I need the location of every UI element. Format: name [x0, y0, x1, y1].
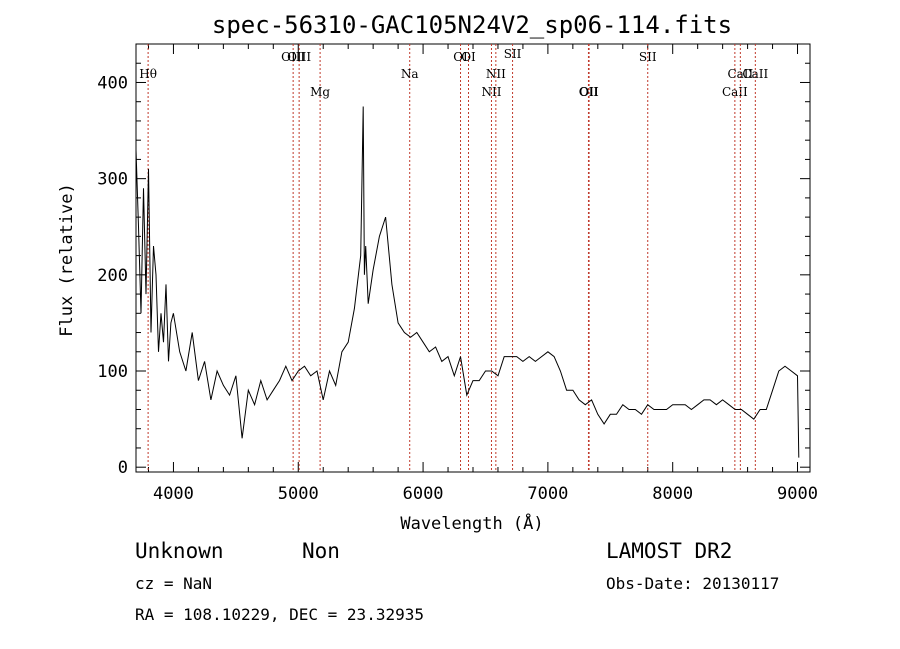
y-tick-label: 300 [97, 170, 128, 190]
x-tick-label: 8000 [652, 484, 693, 504]
emission-line-label: Na [401, 67, 419, 81]
coordinates: RA = 108.10229, DEC = 23.32935 [135, 605, 424, 624]
spectrum-line [135, 106, 800, 458]
emission-line-label: OI [453, 50, 468, 64]
survey-name: LAMOST DR2 [606, 539, 732, 563]
x-axis: 4000 5000 6000 7000 8000 9000 [147, 44, 818, 504]
emission-line-label: Mg [310, 85, 330, 99]
x-axis-label: Wavelength (Å) [400, 512, 543, 534]
y-axis-label: Flux (relative) [57, 183, 77, 337]
emission-line-label: Hθ [139, 67, 157, 81]
emission-line-label: CaII [742, 67, 768, 81]
emission-line-label: OII [579, 85, 599, 99]
x-tick-label: 5000 [278, 484, 319, 504]
redshift-cz: cz = NaN [135, 574, 212, 593]
emission-line-label: SII [639, 50, 657, 64]
y-tick-label: 400 [97, 73, 128, 93]
x-tick-label: 6000 [403, 484, 444, 504]
object-class: Unknown [135, 539, 224, 563]
x-tick-label: 4000 [153, 484, 194, 504]
y-axis: 0 100 200 300 400 [97, 62, 810, 478]
emission-line-label: NII [486, 67, 506, 81]
object-subclass: Non [302, 539, 340, 563]
observation-date: Obs-Date: 20130117 [606, 574, 779, 593]
y-tick-label: 0 [118, 458, 128, 478]
x-tick-label: 9000 [777, 484, 818, 504]
emission-line-label: CaII [722, 85, 748, 99]
chart-title: spec-56310-GAC105N24V2_sp06-114.fits [212, 11, 732, 39]
emission-line-label: OIII [287, 50, 311, 64]
emission-line-label: SII [504, 47, 522, 61]
plot-frame [135, 43, 811, 473]
emission-line-label: OI [461, 50, 476, 64]
y-tick-label: 100 [97, 362, 128, 382]
emission-line-label: NII [481, 85, 501, 99]
x-tick-label: 7000 [527, 484, 568, 504]
y-tick-label: 200 [97, 266, 128, 286]
emission-line-label: CaII [727, 67, 753, 81]
